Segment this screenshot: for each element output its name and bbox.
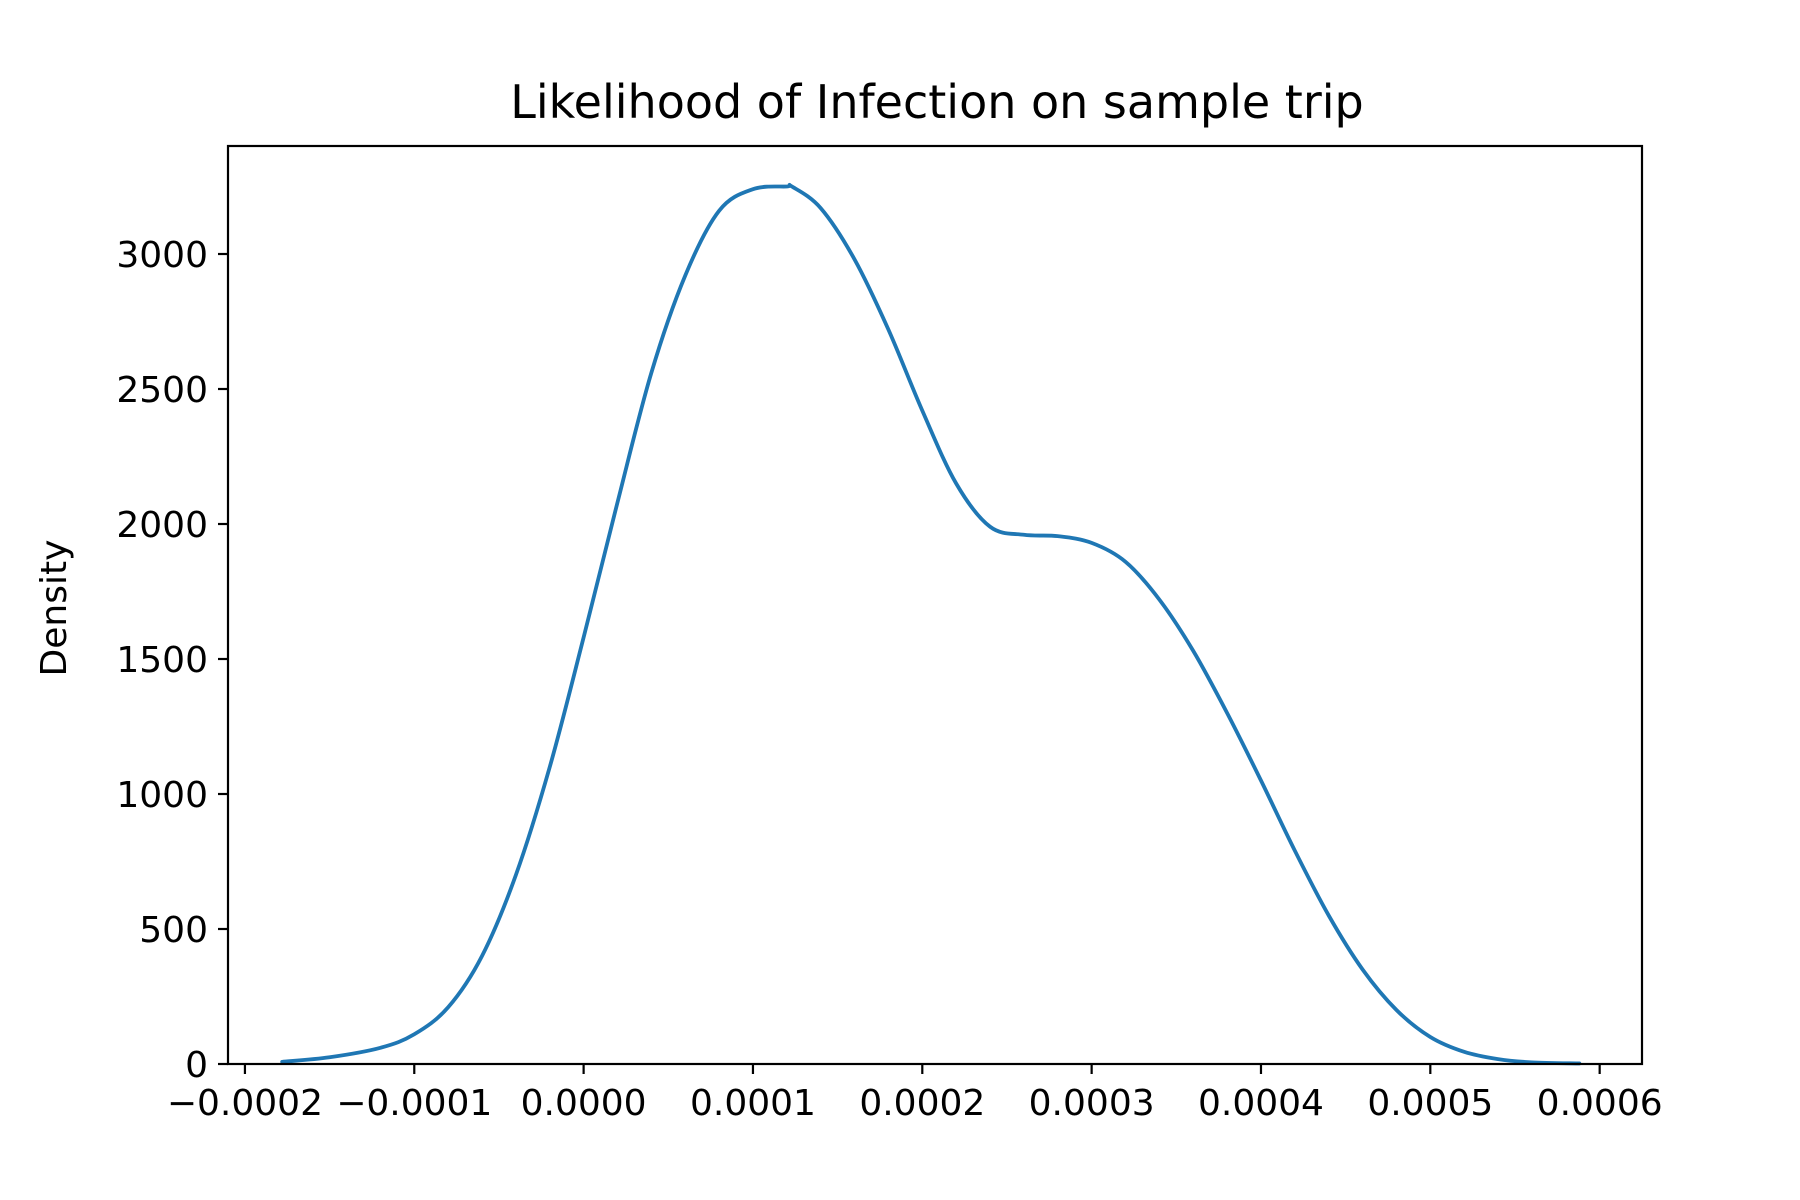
y-tick-label: 3000	[116, 235, 208, 276]
y-axis-ticks: 0 500 1000 1500 2000 2500 3000	[116, 235, 228, 1086]
y-tick-label: 1000	[116, 775, 208, 816]
chart-title: Likelihood of Infection on sample trip	[510, 75, 1363, 129]
y-tick-label: 2500	[116, 370, 208, 411]
x-tick-label: 0.0003	[1029, 1083, 1155, 1124]
x-tick-label: 0.0000	[521, 1083, 647, 1124]
x-axis-ticks: −0.0002 −0.0001 0.0000 0.0001 0.0002 0.0003 0.…	[167, 1064, 1663, 1124]
x-tick-label: 0.0004	[1198, 1083, 1324, 1124]
x-tick-label: 0.0005	[1367, 1083, 1493, 1124]
plot-area	[280, 182, 1582, 1066]
axes-frame	[226, 144, 1644, 1066]
y-tick-label: 500	[139, 910, 208, 951]
y-tick-label: 2000	[116, 505, 208, 546]
density-curve	[280, 182, 1582, 1066]
x-tick-label: −0.0001	[336, 1083, 492, 1124]
x-tick-label: 0.0001	[690, 1083, 816, 1124]
x-tick-label: −0.0002	[167, 1083, 323, 1124]
x-tick-label: 0.0006	[1537, 1083, 1663, 1124]
y-tick-label: 1500	[116, 640, 208, 681]
x-tick-label: 0.0002	[859, 1083, 985, 1124]
y-axis-label: Density	[34, 540, 75, 677]
y-tick-label: 0	[185, 1045, 208, 1086]
